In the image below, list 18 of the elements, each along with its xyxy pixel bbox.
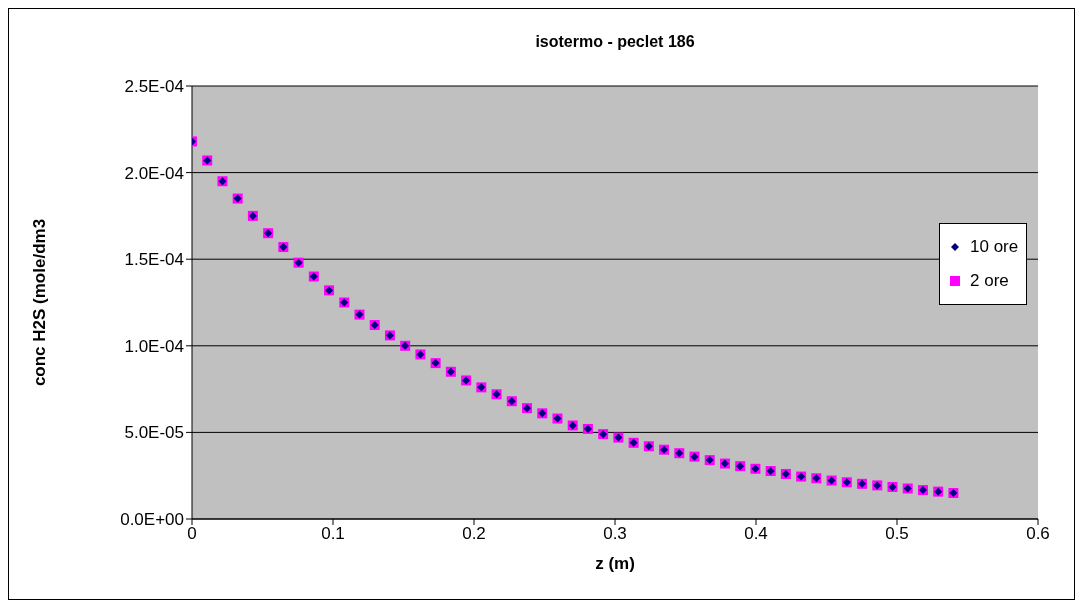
x-tick-label: 0.6 xyxy=(1026,524,1050,544)
x-tick-label: 0.4 xyxy=(744,524,768,544)
y-tick-label: 2.0E-04 xyxy=(124,163,184,183)
y-tick-label: 0.0E+00 xyxy=(120,510,184,530)
y-tick-label: 1.5E-04 xyxy=(124,250,184,270)
x-tick-label: 0.1 xyxy=(321,524,345,544)
y-tick-label: 1.0E-04 xyxy=(124,336,184,356)
x-tick-label: 0.2 xyxy=(462,524,486,544)
legend-label: 10 ore xyxy=(970,237,1019,257)
chart-title: isotermo - peclet 186 xyxy=(535,33,695,50)
y-tick-label: 2.5E-04 xyxy=(124,77,184,97)
y-axis-title: conc H2S (mole/dm3 xyxy=(30,218,50,387)
x-tick-label: 0 xyxy=(187,524,197,544)
y-tick-label: 5.0E-05 xyxy=(124,423,184,443)
x-tick-label: 0.3 xyxy=(603,524,627,544)
x-tick-label: 0.5 xyxy=(885,524,909,544)
legend-label: 2 ore xyxy=(970,271,1009,291)
x-axis-title: z (m) xyxy=(595,554,635,573)
